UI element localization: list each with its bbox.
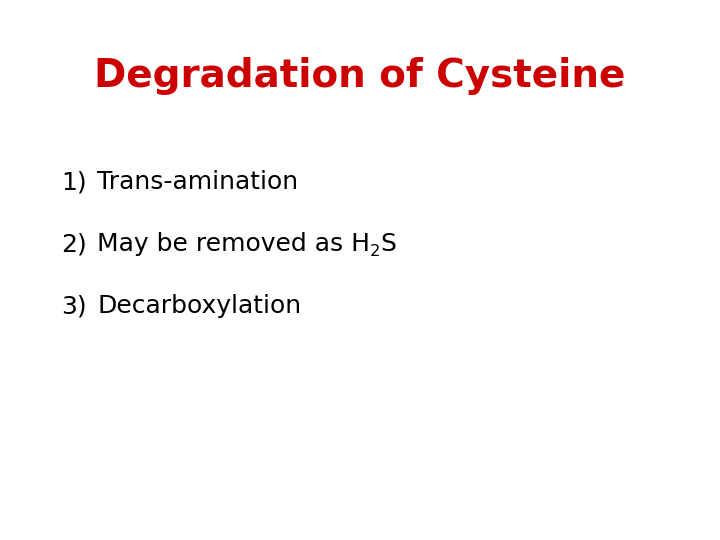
Text: Degradation of Cysteine: Degradation of Cysteine (94, 57, 626, 94)
Text: 1): 1) (61, 170, 87, 194)
Text: May be removed as H: May be removed as H (97, 232, 370, 256)
Text: 2: 2 (370, 245, 381, 259)
Text: S: S (381, 232, 397, 256)
Text: Trans-amination: Trans-amination (97, 170, 298, 194)
Text: Decarboxylation: Decarboxylation (97, 294, 302, 318)
Text: 3): 3) (61, 294, 87, 318)
Text: 2): 2) (61, 232, 87, 256)
